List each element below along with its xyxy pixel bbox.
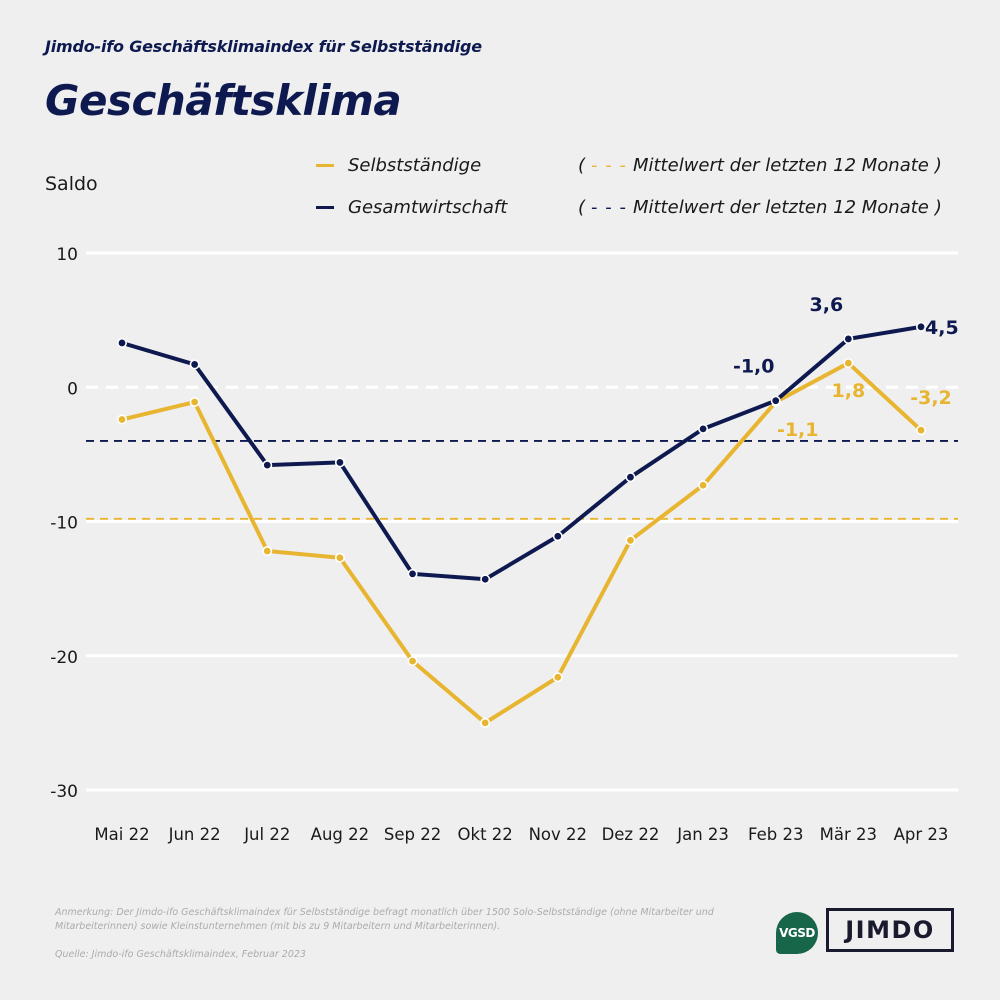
x-tick-label: Dez 22: [602, 825, 660, 844]
x-tick-label: Feb 23: [748, 825, 803, 844]
legend-swatch-gesamtwirtschaft: [316, 205, 334, 209]
data-point-selbststaendige: [480, 717, 491, 728]
data-label: 4,5: [925, 317, 959, 339]
data-point-gesamtwirtschaft: [552, 531, 563, 542]
legend-item-gesamtwirtschaft: Gesamtwirtschaft: [316, 196, 507, 218]
footnote-source: Quelle: Jimdo-ifo Geschäftsklimaindex, F…: [55, 949, 306, 960]
legend-mean-label: Mittelwert der letzten 12 Monate: [632, 154, 929, 176]
data-point-gesamtwirtschaft: [262, 460, 273, 471]
data-point-gesamtwirtschaft: [770, 395, 781, 406]
vgsd-logo: VGSD: [776, 912, 818, 954]
data-label: -3,2: [910, 387, 952, 409]
data-point-selbststaendige: [262, 546, 273, 557]
data-point-gesamtwirtschaft: [117, 337, 128, 348]
data-point-gesamtwirtschaft: [698, 423, 709, 434]
data-point-selbststaendige: [407, 656, 418, 667]
legend-label-selbststaendige: Selbstständige: [348, 154, 482, 176]
data-label: -1,0: [733, 356, 775, 378]
data-point-selbststaendige: [334, 552, 345, 563]
data-point-selbststaendige: [189, 397, 200, 408]
data-point-selbststaendige: [915, 425, 926, 436]
legend-mean-selbststaendige: ( - - - Mittelwert der letzten 12 Monate…: [578, 154, 942, 176]
chart-subtitle: Jimdo-ifo Geschäftsklimaindex für Selbst…: [45, 37, 482, 56]
legend-label-gesamtwirtschaft: Gesamtwirtschaft: [348, 196, 508, 218]
x-tick-label: Mär 23: [820, 825, 877, 844]
y-axis-label: Saldo: [45, 173, 98, 195]
y-tick-label: -30: [50, 782, 78, 802]
series-line-selbststaendige: [121, 360, 923, 726]
data-point-selbststaendige: [843, 358, 854, 369]
x-tick-label: Jul 22: [243, 825, 290, 844]
x-tick-label: Nov 22: [529, 825, 587, 844]
data-point-selbststaendige: [625, 535, 636, 546]
data-point-gesamtwirtschaft: [480, 574, 491, 585]
y-tick-label: 10: [56, 245, 78, 265]
data-label: 1,8: [832, 380, 866, 402]
legend-paren-open: (: [578, 154, 586, 176]
x-tick-label: Aug 22: [311, 825, 369, 844]
legend-paren-open: (: [578, 196, 586, 218]
footnote-note: Anmerkung: Der Jimdo-ifo Geschäftsklimai…: [55, 907, 714, 932]
legend-swatch-selbststaendige: [316, 163, 334, 167]
y-tick-label: 0: [67, 379, 78, 399]
data-point-selbststaendige: [117, 414, 128, 425]
legend-dash-gesamtwirtschaft: - - -: [591, 196, 627, 218]
x-tick-label: Jun 22: [168, 825, 221, 844]
data-point-gesamtwirtschaft: [915, 321, 926, 332]
series-line-gesamtwirtschaft: [121, 324, 922, 582]
x-tick-label: Sep 22: [384, 825, 441, 844]
x-tick-label: Mai 22: [94, 825, 149, 844]
x-tick-label: Jan 23: [676, 825, 729, 844]
data-point-gesamtwirtschaft: [334, 457, 345, 468]
data-point-gesamtwirtschaft: [407, 568, 418, 579]
legend-mean-gesamtwirtschaft: ( - - - Mittelwert der letzten 12 Monate…: [578, 196, 942, 218]
data-label: -1,1: [777, 419, 819, 441]
data-point-selbststaendige: [698, 480, 709, 491]
chart-title: Geschäftsklima: [45, 76, 402, 125]
data-label: 3,6: [810, 294, 844, 316]
legend-paren-close: ): [934, 154, 942, 176]
y-tick-label: -20: [50, 648, 78, 668]
x-tick-label: Apr 23: [894, 825, 949, 844]
legend-mean-label: Mittelwert der letzten 12 Monate: [632, 196, 929, 218]
legend-item-selbststaendige: Selbstständige: [316, 154, 481, 176]
data-point-gesamtwirtschaft: [625, 472, 636, 483]
y-tick-label: -10: [50, 514, 78, 534]
legend-paren-close: ): [934, 196, 942, 218]
jimdo-logo: JIMDO: [826, 908, 954, 952]
legend-dash-selbststaendige: - - -: [591, 154, 627, 176]
x-tick-label: Okt 22: [458, 825, 513, 844]
data-point-selbststaendige: [552, 672, 563, 683]
data-point-gesamtwirtschaft: [189, 359, 200, 370]
data-point-gesamtwirtschaft: [843, 333, 854, 344]
